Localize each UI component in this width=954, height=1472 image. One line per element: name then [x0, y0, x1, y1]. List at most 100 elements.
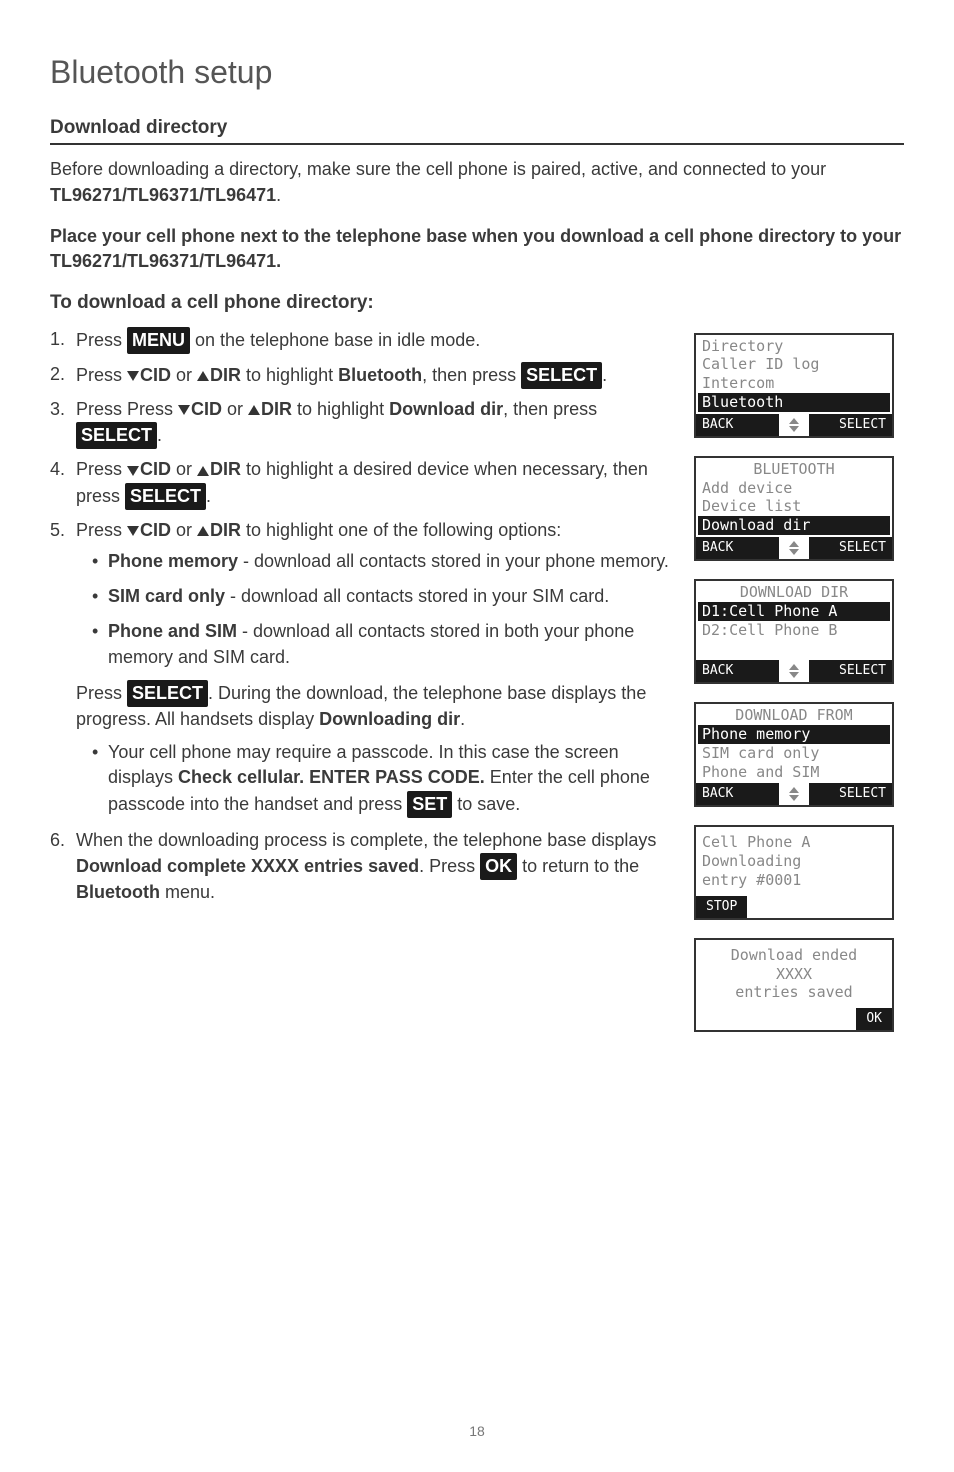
- lcd-softkey-bar: BACK SELECT: [696, 537, 892, 559]
- page-title: Bluetooth setup: [50, 50, 904, 95]
- highlight: Check cellular. ENTER PASS CODE.: [178, 767, 485, 787]
- step-2: Press CID or DIR to highlight Bluetooth,…: [50, 362, 674, 389]
- dir-key: DIR: [210, 365, 241, 385]
- lcd-download-from: DOWNLOAD FROM Phone memory SIM card only…: [694, 702, 894, 807]
- lcd-softkey-bar: BACK SELECT: [696, 414, 892, 436]
- txt: to return to the: [517, 856, 639, 876]
- ok-key: OK: [480, 853, 517, 880]
- txt: Press: [76, 683, 127, 703]
- txt: or: [222, 399, 248, 419]
- model-number: TL96271/TL96371/TL96471: [50, 185, 276, 205]
- step-5: Press CID or DIR to highlight one of the…: [50, 518, 674, 818]
- txt: When the downloading process is complete…: [76, 830, 656, 850]
- nav-arrows-icon: [779, 414, 809, 436]
- section-title: Download directory: [50, 115, 904, 146]
- lcd-line-selected: Bluetooth: [698, 393, 890, 412]
- down-icon: [178, 405, 190, 415]
- lcd-line: entry #0001: [702, 871, 886, 890]
- lcd-line: Add device: [702, 479, 886, 498]
- txt: , then press: [422, 365, 521, 385]
- lcd-main-menu: Directory Caller ID log Intercom Bluetoo…: [694, 333, 894, 438]
- option-sim-only: SIM card only - download all contacts st…: [92, 584, 674, 609]
- lcd-line: Intercom: [702, 374, 886, 393]
- txt: Press: [76, 459, 127, 479]
- select-key: SELECT: [127, 680, 208, 707]
- option-phone-and-sim: Phone and SIM - download all contacts st…: [92, 619, 674, 669]
- txt: menu.: [160, 882, 215, 902]
- softkey-back: BACK: [696, 414, 779, 436]
- softkey-select: SELECT: [809, 414, 892, 436]
- txt: Press: [76, 365, 127, 385]
- lcd-line: XXXX: [702, 965, 886, 984]
- txt: Press: [76, 520, 127, 540]
- option-phone-memory: Phone memory - download all contacts sto…: [92, 549, 674, 574]
- lcd-line-selected: Download dir: [698, 516, 890, 535]
- opt-title: SIM card only: [108, 586, 225, 606]
- lcd-heading: DOWNLOAD DIR: [702, 583, 886, 602]
- instructions-heading: To download a cell phone directory:: [50, 290, 904, 317]
- lcd-heading: BLUETOOTH: [702, 460, 886, 479]
- dir-key: DIR: [261, 399, 292, 419]
- highlight: Downloading dir: [319, 709, 460, 729]
- page-number: 18: [0, 1422, 954, 1442]
- lcd-line: entries saved: [702, 983, 886, 1002]
- lcd-line: Directory: [702, 337, 886, 356]
- instructions-column: Press MENU on the telephone base in idle…: [50, 327, 674, 1051]
- step-1: Press MENU on the telephone base in idle…: [50, 327, 674, 354]
- intro-pre: Before downloading a directory, make sur…: [50, 159, 826, 179]
- up-icon: [197, 466, 209, 476]
- opt-desc: - download all contacts stored in your S…: [225, 586, 609, 606]
- softkey-select: SELECT: [809, 537, 892, 559]
- nav-arrows-icon: [779, 783, 809, 805]
- placement-note: Place your cell phone next to the teleph…: [50, 224, 904, 274]
- txt: . Press: [419, 856, 480, 876]
- up-icon: [197, 371, 209, 381]
- up-icon: [197, 526, 209, 536]
- txt: to highlight: [241, 365, 338, 385]
- lcd-bluetooth-menu: BLUETOOTH Add device Device list Downloa…: [694, 456, 894, 561]
- lcd-line: Downloading: [702, 852, 886, 871]
- lcd-download-dir: DOWNLOAD DIR D1:Cell Phone A D2:Cell Pho…: [694, 579, 894, 684]
- cid-key: CID: [140, 365, 171, 385]
- highlight: Download complete XXXX entries saved: [76, 856, 419, 876]
- lcd-softkey-bar: OK: [696, 1008, 892, 1030]
- intro-text: Before downloading a directory, make sur…: [50, 157, 904, 207]
- down-icon: [127, 466, 139, 476]
- softkey-select: SELECT: [809, 783, 892, 805]
- lcd-downloading: Cell Phone A Downloading entry #0001 STO…: [694, 825, 894, 919]
- txt: or: [171, 459, 197, 479]
- lcd-line: [702, 639, 886, 658]
- highlight: Download dir: [389, 399, 503, 419]
- lcd-line: Caller ID log: [702, 355, 886, 374]
- txt: on the telephone base in idle mode.: [190, 330, 480, 350]
- txt: to save.: [452, 794, 520, 814]
- lcd-line: Cell Phone A: [702, 833, 886, 852]
- softkey-back: BACK: [696, 537, 779, 559]
- opt-desc: - download all contacts stored in your p…: [238, 551, 669, 571]
- lcd-softkey-bar: STOP: [696, 896, 892, 918]
- highlight: Bluetooth: [76, 882, 160, 902]
- step-6: When the downloading process is complete…: [50, 828, 674, 906]
- lcd-line: Phone and SIM: [702, 763, 886, 782]
- opt-title: Phone and SIM: [108, 621, 237, 641]
- step-4: Press CID or DIR to highlight a desired …: [50, 457, 674, 509]
- select-key: SELECT: [76, 422, 157, 449]
- lcd-line: SIM card only: [702, 744, 886, 763]
- lcd-line: D2:Cell Phone B: [702, 621, 886, 640]
- softkey-ok: OK: [856, 1008, 892, 1030]
- txt: or: [171, 365, 197, 385]
- cid-key: CID: [140, 459, 171, 479]
- cid-key: CID: [140, 520, 171, 540]
- menu-key: MENU: [127, 327, 190, 354]
- lcd-line-selected: Phone memory: [698, 725, 890, 744]
- softkey-stop: STOP: [696, 896, 747, 918]
- select-key: SELECT: [125, 483, 206, 510]
- dir-key: DIR: [210, 459, 241, 479]
- highlight: Bluetooth: [338, 365, 422, 385]
- lcd-softkey-bar: BACK SELECT: [696, 660, 892, 682]
- lcd-line: Device list: [702, 497, 886, 516]
- up-icon: [248, 405, 260, 415]
- select-key: SELECT: [521, 362, 602, 389]
- down-icon: [127, 371, 139, 381]
- softkey-back: BACK: [696, 783, 779, 805]
